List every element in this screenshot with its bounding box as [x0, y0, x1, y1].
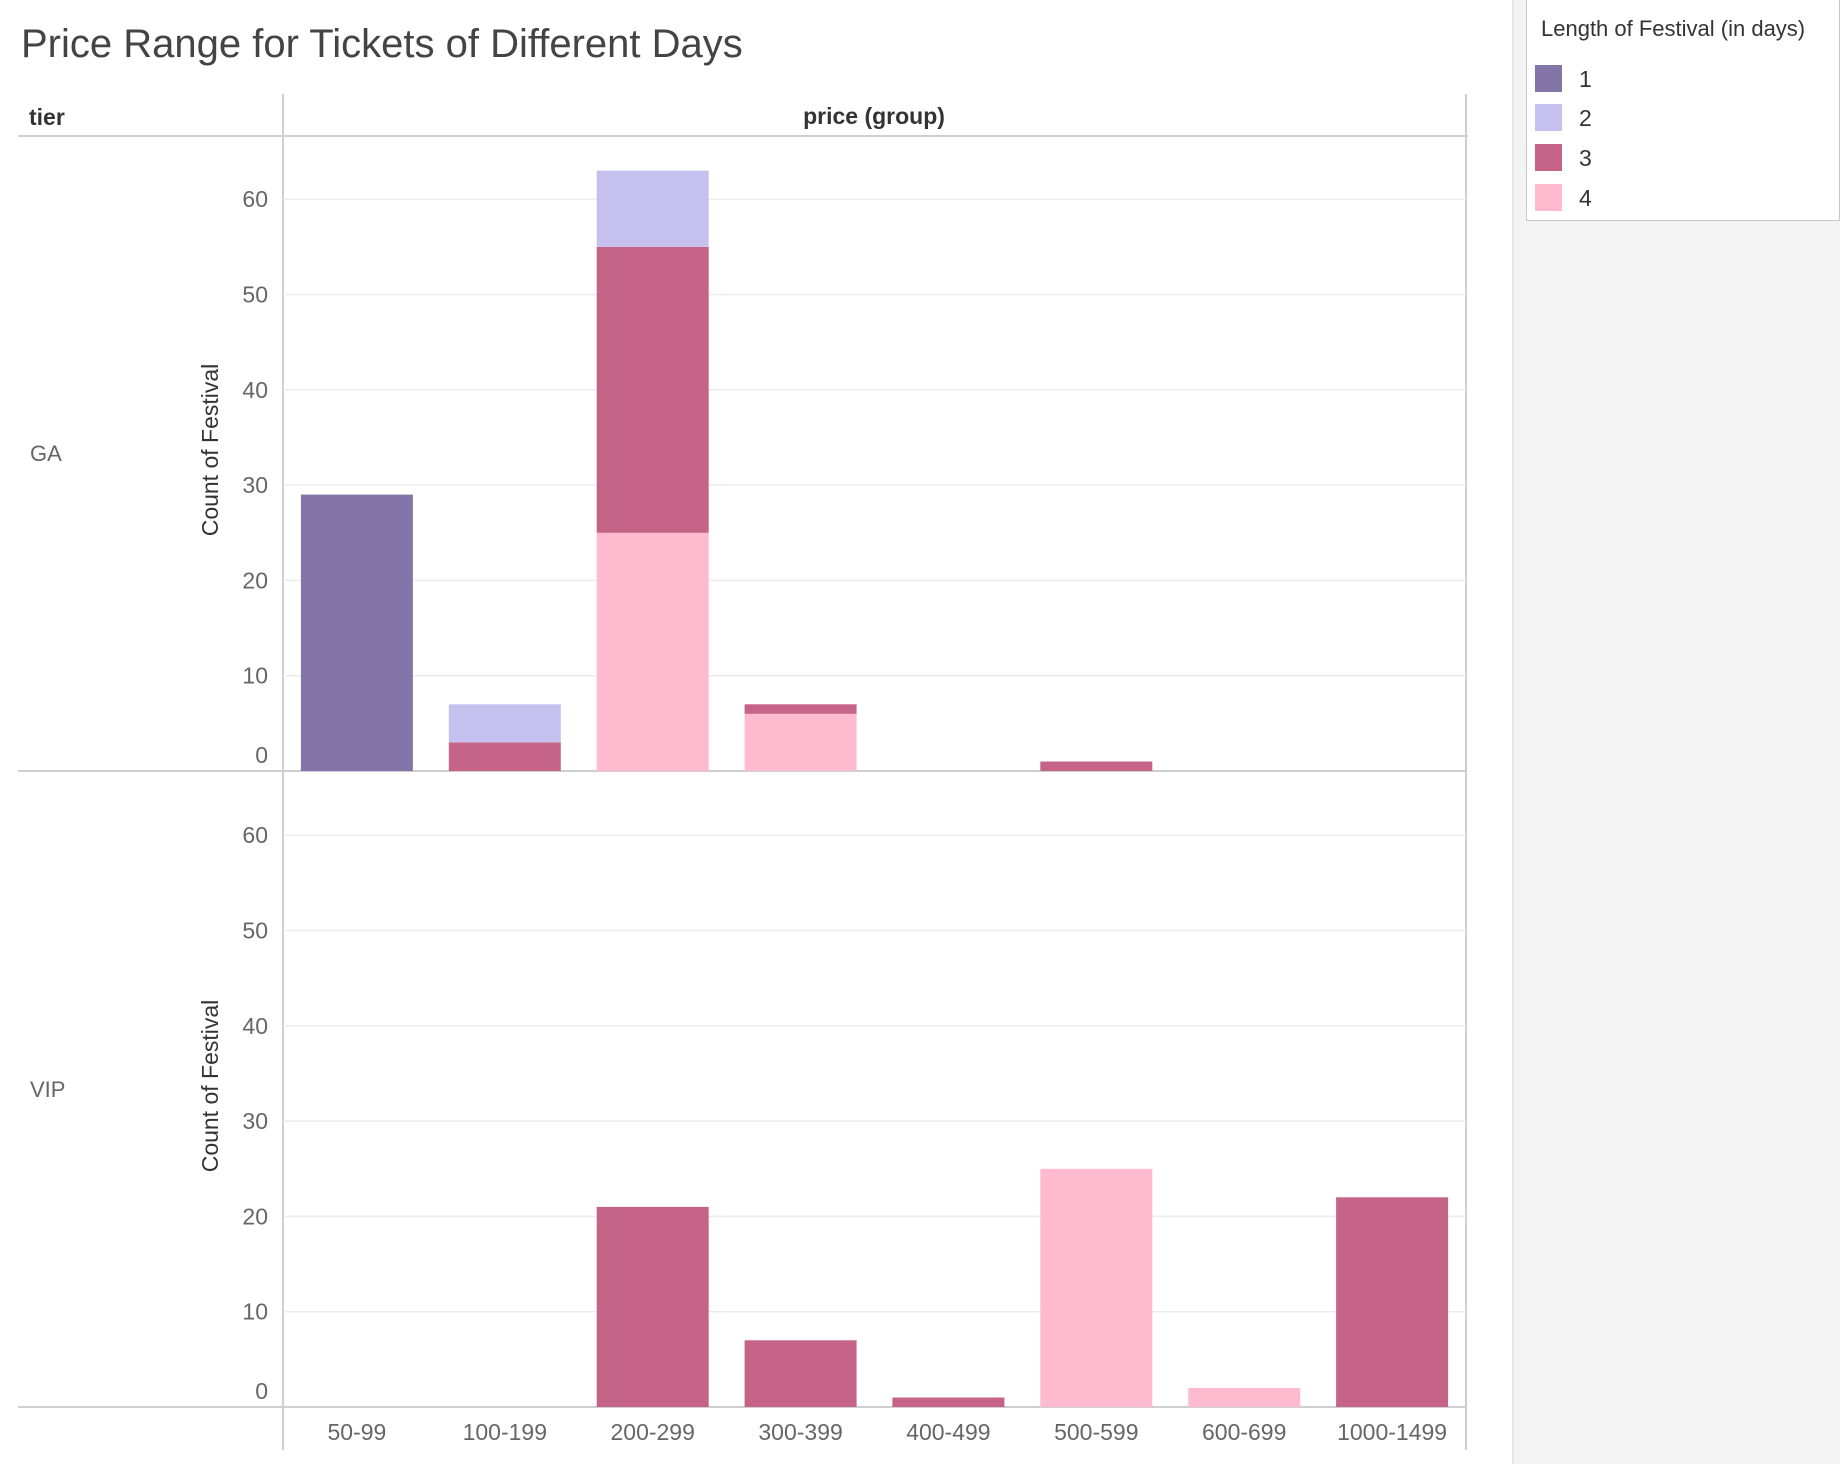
y-axis-label-ga: Count of Festival: [197, 364, 223, 537]
bar-vip-400-499-days-3[interactable]: [892, 1397, 1005, 1408]
chart-structure: [18, 94, 1468, 1450]
y-axis-label-vip: Count of Festival: [197, 1000, 223, 1173]
bar-vip-1000-1499-days-3[interactable]: [1336, 1197, 1449, 1407]
bar-vip-300-399-days-3[interactable]: [744, 1340, 857, 1407]
bar-ga-300-399-days-3[interactable]: [744, 704, 857, 714]
tier-label-ga: GA: [30, 441, 62, 466]
y-tick-ga-20: 20: [242, 567, 268, 593]
chart-title: Price Range for Tickets of Different Day…: [21, 22, 743, 66]
x-tick-300-399: 300-399: [758, 1419, 842, 1445]
legend-label-3: 3: [1579, 145, 1592, 171]
bar-ga-500-599-days-3[interactable]: [1040, 761, 1153, 772]
y-tick-ga-60: 60: [242, 186, 268, 212]
y-tick-vip-40: 40: [242, 1013, 268, 1039]
legend-swatch-4: [1535, 184, 1562, 211]
y-tick-vip-10: 10: [242, 1299, 268, 1325]
legend-swatch-3: [1535, 144, 1562, 171]
bar-ga-200-299-days-4[interactable]: [596, 532, 709, 772]
bar-ga-100-199-days-2[interactable]: [448, 704, 561, 743]
y-tick-vip-0: 0: [255, 1378, 268, 1404]
legend-label-1: 1: [1579, 66, 1592, 92]
y-tick-ga-10: 10: [242, 663, 268, 689]
y-tick-ga-40: 40: [242, 377, 268, 403]
side-panel: [1512, 0, 1840, 1464]
legend-swatch-2: [1535, 104, 1562, 131]
y-tick-ga-0: 0: [255, 742, 268, 768]
bars: [300, 170, 1449, 1408]
y-tick-ga-50: 50: [242, 282, 268, 308]
bar-ga-200-299-days-3[interactable]: [596, 246, 709, 533]
bar-chart: tier price (group) GA VIP Count of Festi…: [18, 94, 1468, 1450]
bar-vip-200-299-days-3[interactable]: [596, 1206, 709, 1407]
bar-ga-200-299-days-2[interactable]: [596, 170, 709, 247]
y-tick-vip-60: 60: [242, 822, 268, 848]
x-tick-100-199: 100-199: [463, 1419, 547, 1445]
bar-ga-100-199-days-3[interactable]: [448, 742, 561, 771]
legend-label-2: 2: [1579, 105, 1592, 131]
legend: Length of Festival (in days) 1 2 3 4: [1526, 0, 1840, 221]
legend-title: Length of Festival (in days): [1541, 16, 1806, 41]
bar-ga-300-399-days-4[interactable]: [744, 713, 857, 771]
bar-vip-600-699-days-4[interactable]: [1188, 1387, 1301, 1407]
bar-ga-50-99-days-1[interactable]: [300, 494, 413, 771]
bar-vip-500-599-days-4[interactable]: [1040, 1168, 1153, 1408]
tier-label-vip: VIP: [30, 1077, 65, 1102]
x-tick-600-699: 600-699: [1202, 1419, 1286, 1445]
y-tick-vip-30: 30: [242, 1108, 268, 1134]
x-tick-50-99: 50-99: [327, 1419, 386, 1445]
legend-swatch-1: [1535, 65, 1562, 92]
legend-label-4: 4: [1579, 185, 1592, 211]
x-tick-200-299: 200-299: [610, 1419, 694, 1445]
y-tick-ga-30: 30: [242, 472, 268, 498]
row-header: tier: [29, 104, 65, 130]
x-tick-400-499: 400-499: [906, 1419, 990, 1445]
gridlines: [283, 198, 1466, 1313]
chart-labels: tier price (group) GA VIP Count of Festi…: [29, 103, 1447, 1445]
y-tick-vip-20: 20: [242, 1203, 268, 1229]
y-tick-vip-50: 50: [242, 918, 268, 944]
x-tick-1000-1499: 1000-1499: [1337, 1419, 1447, 1445]
x-tick-500-599: 500-599: [1054, 1419, 1138, 1445]
column-header: price (group): [803, 103, 945, 129]
